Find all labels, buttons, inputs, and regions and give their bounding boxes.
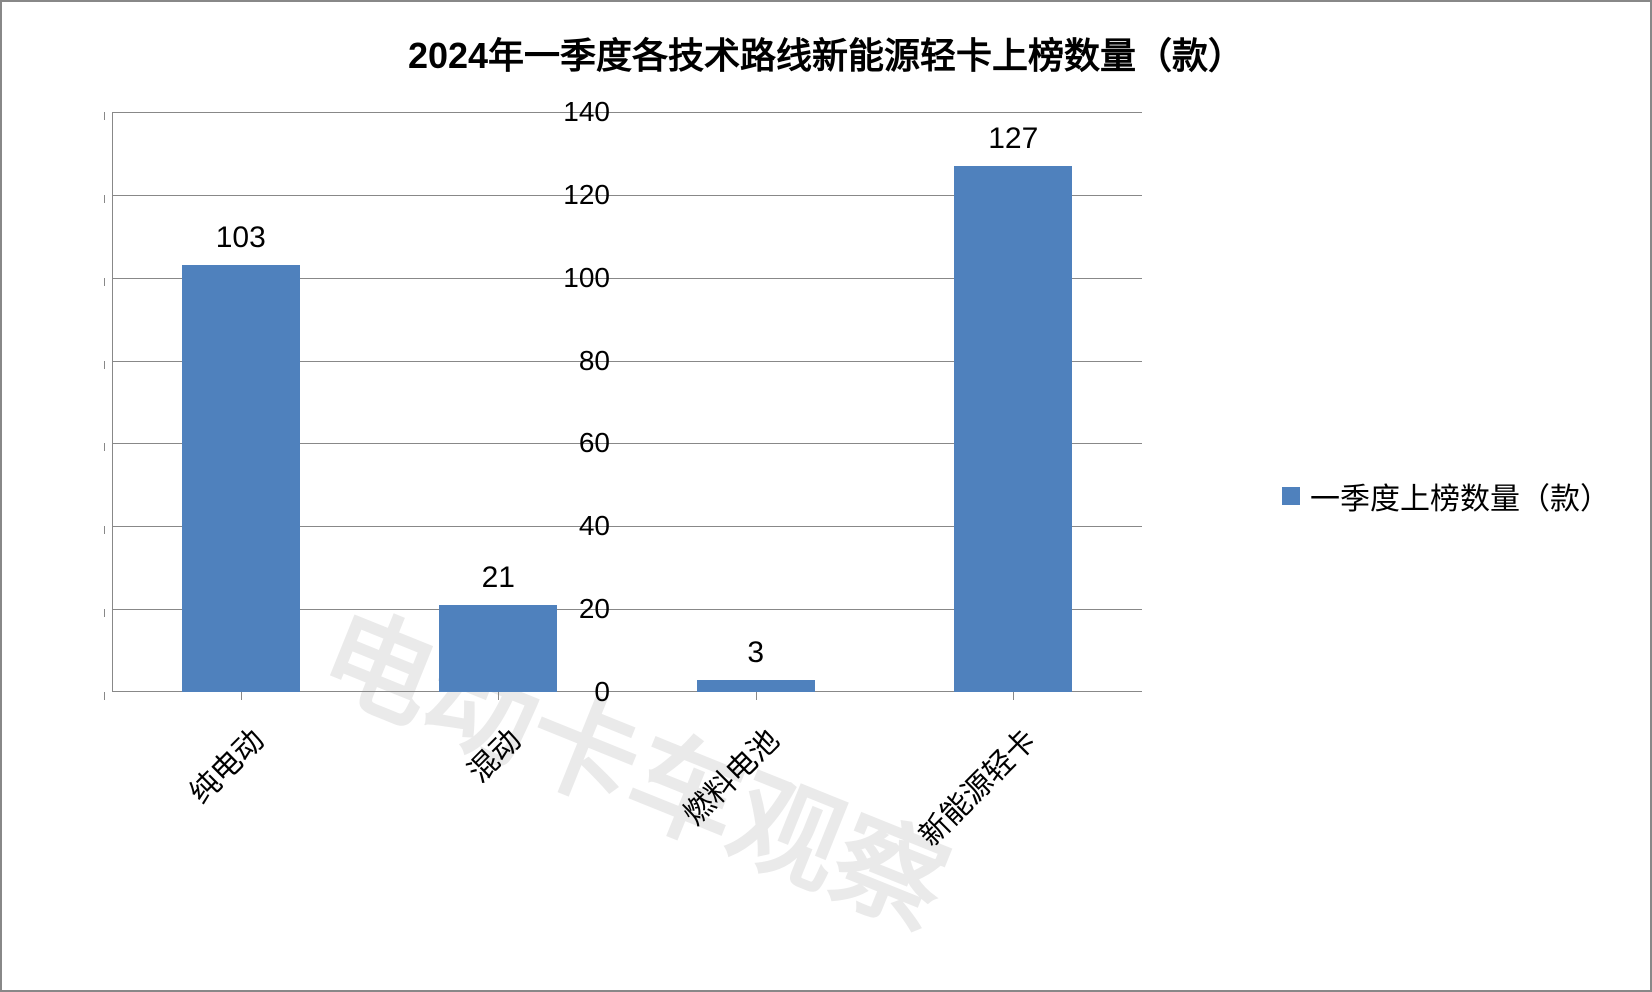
- x-category-label: 混动: [357, 717, 530, 890]
- x-tick-mark: [756, 692, 757, 700]
- x-tick-mark: [241, 692, 242, 700]
- data-label: 103: [216, 221, 266, 255]
- x-tick-mark: [1013, 692, 1014, 700]
- y-tick-mark: [104, 112, 105, 120]
- data-label: 3: [747, 636, 764, 670]
- y-tick-label: 0: [530, 676, 610, 708]
- y-tick-label: 120: [530, 179, 610, 211]
- bar: [182, 265, 300, 692]
- y-axis-line: [112, 112, 113, 692]
- gridline: [112, 112, 1142, 113]
- y-tick-mark: [104, 692, 105, 700]
- y-tick-mark: [104, 278, 105, 286]
- legend-label: 一季度上榜数量（款）: [1310, 474, 1610, 518]
- x-tick-mark: [498, 692, 499, 700]
- y-tick-mark: [104, 195, 105, 203]
- y-tick-mark: [104, 526, 105, 534]
- bar: [697, 680, 815, 692]
- data-label: 21: [482, 561, 515, 595]
- x-category-label: 新能源轻卡: [872, 717, 1045, 890]
- plot-area: 103 21 3 127: [112, 112, 1142, 692]
- y-tick-label: 60: [530, 427, 610, 459]
- legend-swatch: [1282, 487, 1300, 505]
- y-tick-mark: [104, 443, 105, 451]
- y-tick-label: 140: [530, 96, 610, 128]
- x-category-label: 纯电动: [99, 717, 272, 890]
- bar: [954, 166, 1072, 692]
- y-tick-mark: [104, 609, 105, 617]
- y-tick-label: 80: [530, 345, 610, 377]
- data-label: 127: [988, 122, 1038, 156]
- chart-title: 2024年一季度各技术路线新能源轻卡上榜数量（款）: [2, 27, 1650, 79]
- y-tick-label: 40: [530, 510, 610, 542]
- y-tick-label: 100: [530, 262, 610, 294]
- chart-container: 2024年一季度各技术路线新能源轻卡上榜数量（款） 电动卡车观察 1032131…: [0, 0, 1652, 992]
- y-tick-mark: [104, 361, 105, 369]
- x-category-label: 燃料电池: [614, 717, 787, 890]
- legend: 一季度上榜数量（款）: [1282, 474, 1610, 518]
- y-tick-label: 20: [530, 593, 610, 625]
